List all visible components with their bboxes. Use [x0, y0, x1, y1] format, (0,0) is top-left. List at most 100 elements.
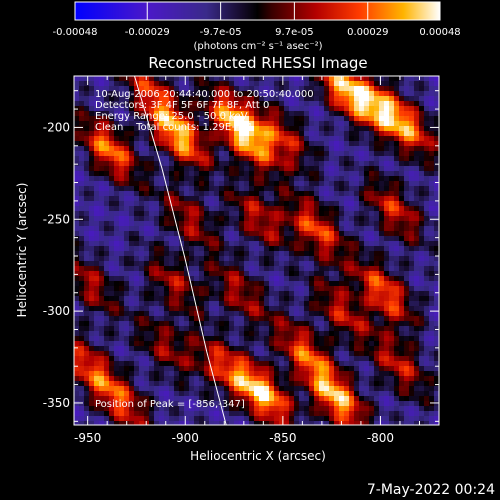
heatmap-cell [169, 176, 174, 181]
heatmap-cell [129, 126, 134, 131]
heatmap-cell [164, 256, 169, 261]
heatmap-cell [319, 106, 324, 111]
heatmap-cell [284, 211, 289, 216]
heatmap-cell [304, 311, 309, 316]
heatmap-cell [129, 251, 134, 256]
heatmap-cell [379, 206, 384, 211]
heatmap-cell [309, 161, 314, 166]
heatmap-cell [389, 331, 394, 336]
heatmap-cell [149, 276, 154, 281]
heatmap-cell [304, 241, 309, 246]
heatmap-cell [334, 76, 339, 81]
heatmap-cell [314, 166, 319, 171]
heatmap-cell [414, 186, 419, 191]
heatmap-cell [109, 171, 114, 176]
heatmap-cell [84, 226, 89, 231]
heatmap-cell [434, 371, 439, 376]
heatmap-cell [374, 211, 379, 216]
heatmap-cell [249, 86, 254, 91]
heatmap-cell [259, 366, 264, 371]
heatmap-cell [424, 291, 429, 296]
heatmap-cell [219, 341, 224, 346]
heatmap-cell [324, 386, 329, 391]
heatmap-cell [349, 191, 354, 196]
heatmap-cell [204, 331, 209, 336]
heatmap-cell [164, 131, 169, 136]
heatmap-cell [104, 221, 109, 226]
heatmap-cell [314, 216, 319, 221]
heatmap-cell [204, 376, 209, 381]
heatmap-cell [319, 316, 324, 321]
heatmap-cell [389, 281, 394, 286]
heatmap-cell [324, 301, 329, 306]
heatmap-cell [264, 266, 269, 271]
heatmap-cell [249, 216, 254, 221]
heatmap-cell [239, 316, 244, 321]
heatmap-cell [344, 321, 349, 326]
heatmap-cell [219, 106, 224, 111]
heatmap-cell [244, 126, 249, 131]
heatmap-cell [234, 111, 239, 116]
heatmap-cell [109, 326, 114, 331]
heatmap-cell [404, 371, 409, 376]
heatmap-cell [224, 376, 229, 381]
heatmap-cell [284, 236, 289, 241]
heatmap-cell [249, 331, 254, 336]
heatmap-cell [334, 296, 339, 301]
heatmap-cell [434, 376, 439, 381]
heatmap-cell [144, 211, 149, 216]
heatmap-cell [174, 361, 179, 366]
heatmap-cell [339, 306, 344, 311]
heatmap-cell [279, 361, 284, 366]
heatmap-cell [259, 271, 264, 276]
heatmap-cell [279, 181, 284, 186]
heatmap-cell [289, 346, 294, 351]
heatmap-cell [389, 171, 394, 176]
heatmap-cell [269, 221, 274, 226]
heatmap-cell [414, 366, 419, 371]
heatmap-cell [334, 406, 339, 411]
heatmap-cell [309, 101, 314, 106]
heatmap-cell [109, 381, 114, 386]
heatmap-cell [209, 141, 214, 146]
heatmap-cell [254, 256, 259, 261]
heatmap-cell [294, 301, 299, 306]
heatmap-cell [404, 291, 409, 296]
heatmap-cell [319, 256, 324, 261]
heatmap-cell [414, 96, 419, 101]
heatmap-cell [354, 266, 359, 271]
heatmap-cell [339, 111, 344, 116]
heatmap-cell [184, 331, 189, 336]
heatmap-cell [154, 126, 159, 131]
heatmap-cell [274, 356, 279, 361]
heatmap-cell [429, 146, 434, 151]
heatmap-cell [404, 191, 409, 196]
heatmap-cell [309, 266, 314, 271]
heatmap-cell [299, 81, 304, 86]
heatmap-cell [204, 321, 209, 326]
heatmap-cell [429, 391, 434, 396]
heatmap-cell [374, 321, 379, 326]
heatmap-cell [89, 196, 94, 201]
heatmap-cell [324, 96, 329, 101]
heatmap-cell [304, 386, 309, 391]
heatmap-cell [124, 331, 129, 336]
heatmap-cell [399, 306, 404, 311]
heatmap-cell [364, 341, 369, 346]
heatmap-cell [194, 236, 199, 241]
heatmap-cell [414, 151, 419, 156]
heatmap-cell [329, 371, 334, 376]
heatmap-cell [279, 81, 284, 86]
heatmap-cell [79, 326, 84, 331]
heatmap-cell [369, 221, 374, 226]
heatmap-cell [79, 181, 84, 186]
heatmap-cell [344, 331, 349, 336]
heatmap-cell [309, 96, 314, 101]
heatmap-cell [219, 346, 224, 351]
heatmap-cell [334, 116, 339, 121]
heatmap-cell [294, 146, 299, 151]
heatmap-cell [104, 271, 109, 276]
heatmap-cell [329, 286, 334, 291]
heatmap-cell [184, 176, 189, 181]
heatmap-cell [209, 266, 214, 271]
